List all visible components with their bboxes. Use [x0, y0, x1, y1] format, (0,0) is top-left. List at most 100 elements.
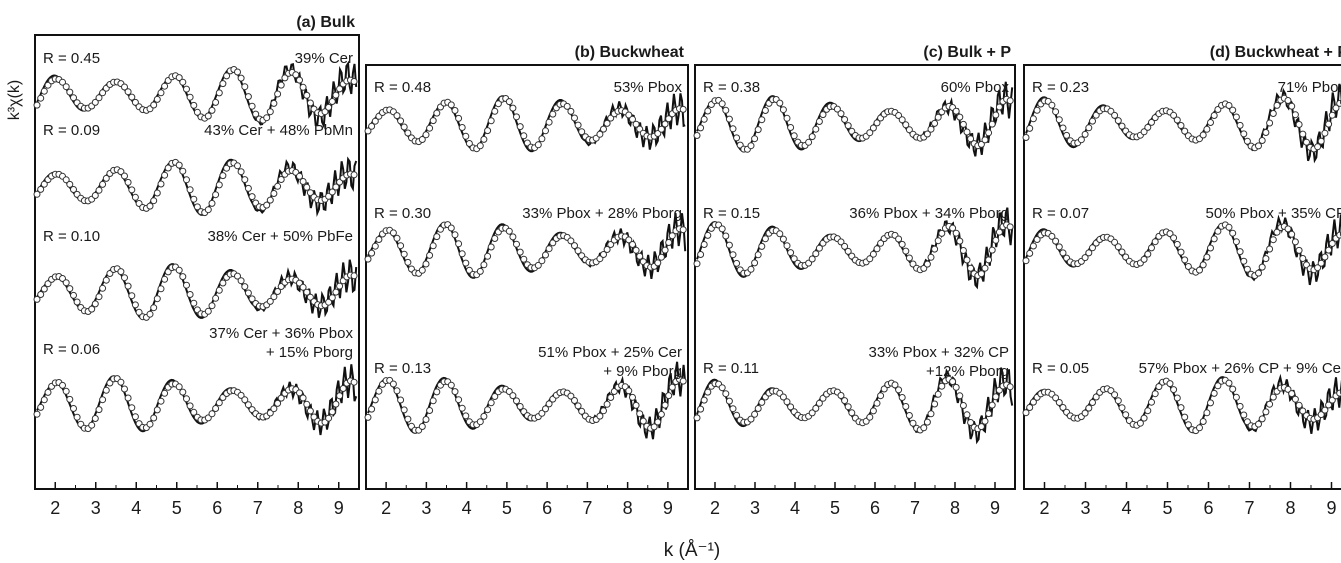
fit-point	[164, 164, 172, 172]
fit-point	[66, 395, 74, 403]
fit-point	[393, 234, 401, 242]
fit-point	[661, 120, 669, 128]
fit-point	[513, 397, 520, 405]
fit-point	[241, 83, 249, 91]
fit-point	[923, 418, 931, 426]
fit-point	[1325, 120, 1333, 128]
fit-point	[754, 251, 762, 259]
fit-point	[665, 392, 673, 400]
fit-point	[1328, 111, 1336, 119]
fit-point	[487, 117, 495, 125]
fit-point	[563, 102, 571, 110]
fit-point	[1291, 111, 1299, 119]
fit-point	[455, 114, 463, 122]
fit-point	[722, 232, 730, 240]
fit-point	[509, 233, 517, 241]
fit-point	[758, 242, 766, 250]
fit-point	[758, 116, 766, 124]
fit-components-label: 60% Pbox	[941, 79, 1010, 96]
fit-point	[91, 300, 99, 308]
fit-point	[208, 106, 216, 114]
fit-point	[131, 193, 139, 201]
fit-point	[1085, 124, 1093, 132]
fit-point	[1052, 237, 1060, 245]
fit-point	[303, 400, 311, 408]
fit-row-3: R = 0.10 38% Cer + 50% PbFe	[33, 228, 358, 321]
fit-point	[40, 285, 48, 293]
fit-point	[1059, 404, 1067, 411]
fit-point	[418, 423, 426, 430]
fit-point	[40, 180, 48, 188]
fit-point	[215, 286, 223, 294]
fit-point	[190, 299, 198, 307]
fit-point	[1148, 398, 1155, 406]
x-tick-label: 3	[750, 498, 760, 518]
fit-point	[923, 260, 931, 268]
fit-point	[447, 381, 455, 389]
fit-point	[447, 224, 455, 232]
fit-point	[186, 402, 194, 410]
fit-point	[102, 386, 110, 394]
fit-point	[1170, 234, 1178, 242]
fit-point	[183, 176, 190, 184]
fit-point	[183, 85, 190, 93]
fit-point	[1284, 97, 1292, 104]
fit-point	[837, 110, 845, 118]
fit-point	[310, 413, 318, 421]
fit-point	[895, 112, 903, 119]
fit-row-3: R = 0.13 51% Pbox + 25% Cer + 9% Pborg	[364, 344, 687, 440]
fit-point	[484, 252, 492, 260]
fit-point	[328, 98, 336, 105]
fit-point	[234, 272, 241, 280]
fit-point	[981, 264, 989, 272]
fit-point	[1085, 249, 1093, 257]
fit-row-4: R = 0.06 37% Cer + 36% Pbox + 15% Pborg	[33, 325, 358, 436]
fit-point	[988, 401, 996, 409]
x-tick-label: 2	[1039, 498, 1049, 518]
fit-point	[1144, 123, 1152, 131]
fit-point	[375, 236, 383, 243]
fit-point	[779, 393, 787, 401]
x-tick-label: 4	[462, 498, 472, 518]
fit-point	[234, 68, 241, 76]
fit-point	[1140, 128, 1148, 136]
fit-point	[336, 85, 344, 93]
fit-point	[509, 392, 517, 400]
fit-point	[629, 115, 636, 123]
fit-point	[131, 301, 139, 309]
fit-point	[462, 132, 470, 140]
fit-point	[1026, 249, 1034, 257]
fit-point	[62, 387, 70, 395]
fit-point	[59, 78, 66, 86]
fit-point	[902, 247, 910, 255]
fit-point	[306, 407, 314, 415]
x-tick-label: 5	[830, 498, 840, 518]
fit-point	[212, 98, 220, 106]
fit-point	[1177, 122, 1185, 129]
fit-point	[1258, 137, 1266, 144]
fit-point	[40, 87, 48, 95]
panel-title: (d) Buckwheat + P	[1210, 44, 1341, 61]
fit-row-1: R = 0.38 60% Pbox	[693, 79, 1014, 157]
fit-point	[905, 254, 913, 262]
fit-point	[574, 402, 582, 410]
fit-point	[37, 185, 45, 193]
fit-point	[237, 391, 245, 399]
fit-point	[607, 394, 615, 401]
fit-point	[480, 261, 488, 269]
fit-point	[657, 410, 665, 418]
fit-point	[751, 135, 759, 143]
fit-point	[1081, 254, 1089, 262]
fit-point	[700, 396, 708, 404]
fit-point	[938, 382, 946, 390]
fit-point	[102, 174, 110, 182]
fit-point	[248, 102, 256, 110]
fit-point	[1029, 115, 1037, 123]
fit-point	[1210, 235, 1218, 243]
fit-point	[1089, 399, 1096, 406]
fit-point	[837, 238, 845, 246]
fit-point	[1089, 244, 1096, 252]
fit-point	[400, 250, 408, 258]
fit-point	[117, 378, 125, 386]
fit-point	[1173, 394, 1181, 402]
